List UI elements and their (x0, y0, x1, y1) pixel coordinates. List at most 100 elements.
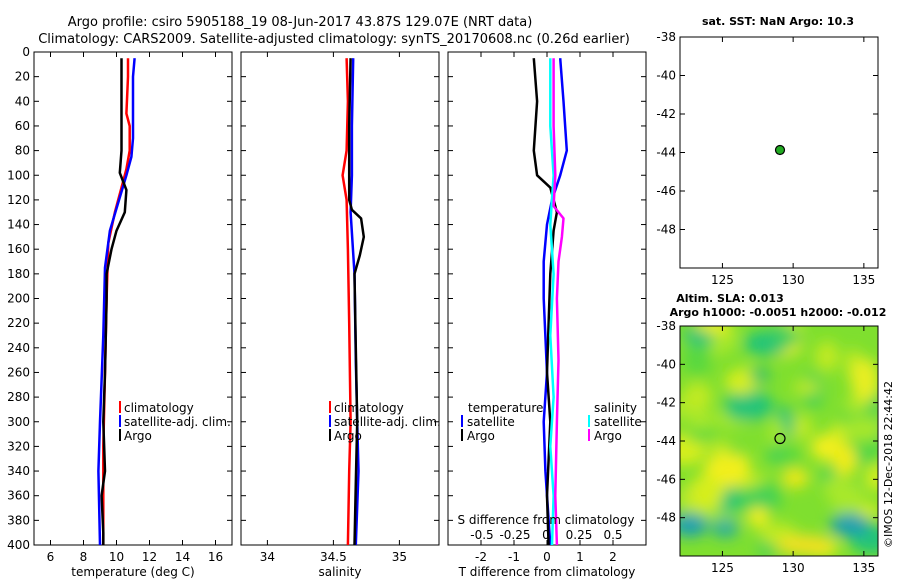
y-tick-label: -44 (656, 434, 676, 448)
x-tick-label: 130 (782, 273, 805, 287)
legend-t-argo: Argo (467, 429, 495, 443)
y-tick-label: 280 (7, 390, 30, 404)
sst-title: sat. SST: NaN Argo: 10.3 (702, 15, 854, 28)
heatmap-blob (726, 389, 774, 422)
s-tick: 0 (542, 528, 550, 542)
y-tick-label: -42 (656, 396, 676, 410)
heatmap-blob (865, 463, 878, 492)
series-line-argo (100, 58, 128, 545)
s-tick: -0.5 (470, 528, 493, 542)
series-line-argo (347, 58, 366, 546)
heatmap-blob (680, 513, 708, 537)
y-tick-label: -40 (656, 357, 676, 371)
title-line-1: Argo profile: csiro 5905188_19 08-Jun-20… (68, 15, 533, 30)
x-tick-label: 130 (782, 561, 805, 575)
series-line-satellite-adj-clim- (97, 58, 136, 546)
y-tick-label: 160 (7, 242, 30, 256)
s-tick: 0.25 (566, 528, 593, 542)
x-tick-label: 10 (109, 550, 124, 564)
x-tick-label: 8 (80, 550, 88, 564)
s-difference-ticks: -0.5 -0.25 0 0.25 0.5 (470, 528, 622, 542)
heatmap-blob (841, 418, 878, 441)
y-tick-label: 360 (7, 489, 30, 503)
y-tick-label: 100 (7, 168, 30, 182)
x-tick-label: 135 (852, 273, 875, 287)
legend-climatology: climatology (124, 401, 194, 415)
series-line-temperature-argo (532, 58, 559, 546)
y-tick-label: -48 (656, 223, 676, 237)
x-tick-label: 125 (711, 273, 734, 287)
heatmap-blob (792, 380, 821, 395)
difference-panel: -2 -1 0 1 2T difference from climatology (447, 51, 647, 579)
salinity-legend: climatology satellite-adj. clim. Argo (329, 401, 441, 443)
sla-title-2: Argo h1000: -0.0051 h2000: -0.012 (670, 306, 887, 319)
heatmap-blob (686, 330, 714, 346)
y-tick-label: 60 (15, 119, 30, 133)
series-line-temperature-satellite (542, 58, 569, 546)
x-tick-label: -2 (475, 550, 487, 564)
y-tick-label: 320 (7, 439, 30, 453)
legend-satellite-adj: satellite-adj. clim. (334, 415, 441, 429)
sla-title-1: Altim. SLA: 0.013 (676, 292, 783, 305)
y-tick-label: 120 (7, 193, 30, 207)
x-tick-label: 34 (260, 550, 275, 564)
s-tick: -0.25 (499, 528, 530, 542)
legend-s-argo: Argo (594, 429, 622, 443)
heatmap-blob (736, 486, 779, 511)
y-tick-label: 20 (15, 70, 30, 84)
y-tick-label: -44 (656, 146, 676, 160)
salinity-panel: 34 34.5 35 salinity (240, 51, 440, 579)
s-tick: 0.5 (603, 528, 622, 542)
legend-t-satellite: satellite (467, 415, 515, 429)
y-tick-label: 0 (22, 45, 30, 59)
y-tick-label: 260 (7, 365, 30, 379)
heatmap-blob (706, 441, 733, 454)
x-tick-label: 2 (609, 550, 617, 564)
x-axis-label: salinity (318, 565, 361, 579)
argo-position-marker (774, 144, 786, 156)
y-tick-label: 340 (7, 464, 30, 478)
heatmap-blob (686, 429, 717, 443)
y-tick-label: 300 (7, 415, 30, 429)
x-axis-label: T difference from climatology (458, 565, 636, 579)
heatmap-blob (747, 506, 770, 528)
x-tick-label: 125 (711, 561, 734, 575)
heatmap-blob (768, 418, 785, 445)
plot-frame (240, 51, 440, 546)
y-tick-label: 200 (7, 292, 30, 306)
y-tick-label: 380 (7, 513, 30, 527)
heatmap-blob (683, 341, 712, 376)
heatmap-blob (689, 474, 724, 511)
heatmap-blob (682, 382, 713, 411)
heatmap-blob (833, 444, 857, 476)
imos-credit: ©IMOS 12-Dec-2018 22:44:42 (882, 381, 895, 548)
legend-argo: Argo (334, 429, 362, 443)
plot-frame (447, 51, 647, 546)
legend-argo: Argo (124, 429, 152, 443)
y-tick-label: 180 (7, 267, 30, 281)
series-line-salinity-satellite (549, 58, 555, 546)
heatmap-blob (780, 445, 801, 468)
y-tick-label: 140 (7, 218, 30, 232)
y-tick-label: -46 (656, 184, 676, 198)
y-tick-label: -48 (656, 511, 676, 525)
x-tick-label: 135 (852, 561, 875, 575)
sst-map-panel: 125 130 135 -38 -40 -42 -44 -46 -48 (656, 30, 879, 287)
heatmap-blob (814, 341, 840, 372)
heatmap-blob (689, 408, 713, 430)
y-tick-label: -46 (656, 472, 676, 486)
x-tick-label: 1 (576, 550, 584, 564)
argo-position-marker (774, 432, 786, 445)
x-tick-label: 0 (543, 550, 551, 564)
sla-map-panel: 125 130 135 -38 -40 -42 -44 -46 -48 (656, 319, 879, 575)
legend-s-satellite: satellite (594, 415, 642, 429)
x-tick-label: 6 (47, 550, 55, 564)
x-tick-label: 35 (392, 550, 407, 564)
x-tick-label: 12 (142, 550, 157, 564)
heatmap-field (680, 326, 878, 556)
heatmap-blob (724, 368, 758, 395)
y-tick-label: -40 (656, 69, 676, 83)
heatmap-blobs (680, 326, 878, 556)
heatmap-blob (851, 358, 878, 402)
